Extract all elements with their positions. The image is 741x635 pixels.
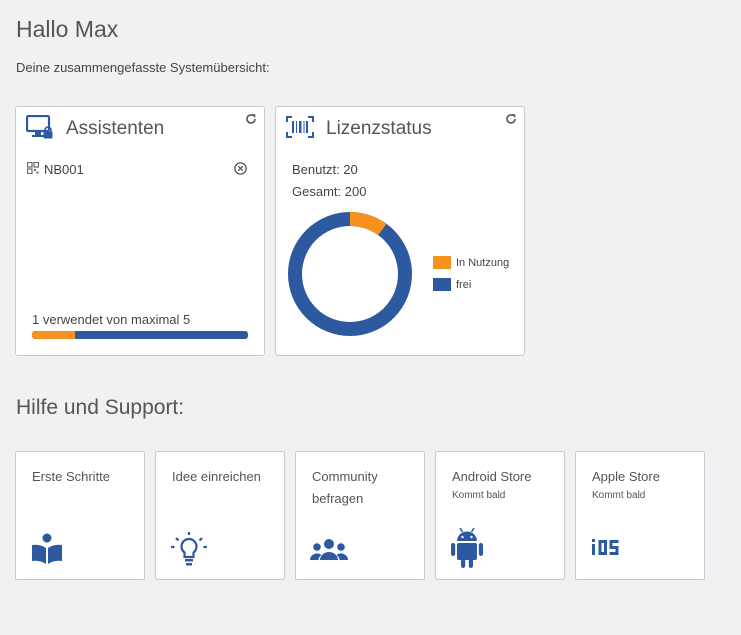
license-card-title: Lizenzstatus bbox=[326, 118, 432, 139]
qr-code-icon bbox=[26, 161, 40, 177]
refresh-icon[interactable] bbox=[245, 112, 257, 124]
donut-free-segment bbox=[288, 212, 412, 336]
license-total-text: Gesamt: 200 bbox=[292, 184, 367, 199]
assistant-item[interactable]: NB001 bbox=[26, 161, 84, 177]
assistant-usage-bar bbox=[32, 331, 248, 339]
legend-swatch-used bbox=[433, 256, 451, 269]
greeting-title: Hallo Max bbox=[16, 16, 119, 42]
assistant-usage-text: 1 verwendet von maximal 5 bbox=[32, 312, 191, 327]
legend-label-used: In Nutzung bbox=[456, 256, 510, 269]
refresh-icon[interactable] bbox=[505, 112, 517, 124]
users-icon bbox=[309, 538, 349, 567]
donut-used-segment bbox=[288, 212, 412, 336]
legend-swatch-free bbox=[433, 278, 451, 291]
tile-ask-community[interactable]: Community befragen bbox=[295, 451, 425, 580]
license-card: Lizenzstatus Benutzt: 20 Gesamt: 200 In … bbox=[275, 106, 525, 356]
tile-title: Community befragen bbox=[312, 469, 378, 506]
tile-submit-idea[interactable]: Idee einreichen bbox=[155, 451, 285, 580]
monitor-lock-icon bbox=[25, 114, 54, 144]
page-subtitle: Deine zusammengefasste Systemübersicht: bbox=[16, 60, 270, 75]
android-icon bbox=[450, 526, 484, 575]
tile-title: Android Store bbox=[452, 469, 532, 484]
legend-item-used: In Nutzung bbox=[433, 256, 509, 269]
tile-title: Erste Schritte bbox=[32, 469, 111, 484]
license-used-text: Benutzt: 20 bbox=[292, 162, 358, 177]
remove-circle-icon[interactable] bbox=[234, 162, 247, 175]
barcode-icon bbox=[286, 115, 314, 144]
tile-subtitle: Kommt bald bbox=[452, 490, 506, 501]
assistant-usage-bar-fill bbox=[32, 331, 76, 339]
support-section-title: Hilfe und Support: bbox=[16, 396, 185, 419]
book-reader-icon bbox=[30, 532, 64, 571]
license-donut-chart bbox=[288, 212, 412, 336]
tile-android-store[interactable]: Android Store Kommt bald bbox=[435, 451, 565, 580]
tile-first-steps[interactable]: Erste Schritte bbox=[15, 451, 145, 580]
tile-title: Apple Store bbox=[592, 469, 660, 484]
legend-item-free: frei bbox=[433, 278, 471, 291]
tile-title: Idee einreichen bbox=[172, 469, 261, 484]
assistants-card: Assistenten NB001 1 verwendet von maxima… bbox=[15, 106, 265, 356]
legend-label-free: frei bbox=[456, 278, 472, 291]
tile-apple-store[interactable]: Apple Store Kommt bald bbox=[575, 451, 705, 580]
tile-subtitle: Kommt bald bbox=[592, 490, 646, 501]
assistant-item-label: NB001 bbox=[44, 162, 84, 177]
ios-icon bbox=[590, 537, 622, 562]
assistants-card-title: Assistenten bbox=[66, 118, 165, 139]
lightbulb-icon bbox=[170, 532, 208, 573]
